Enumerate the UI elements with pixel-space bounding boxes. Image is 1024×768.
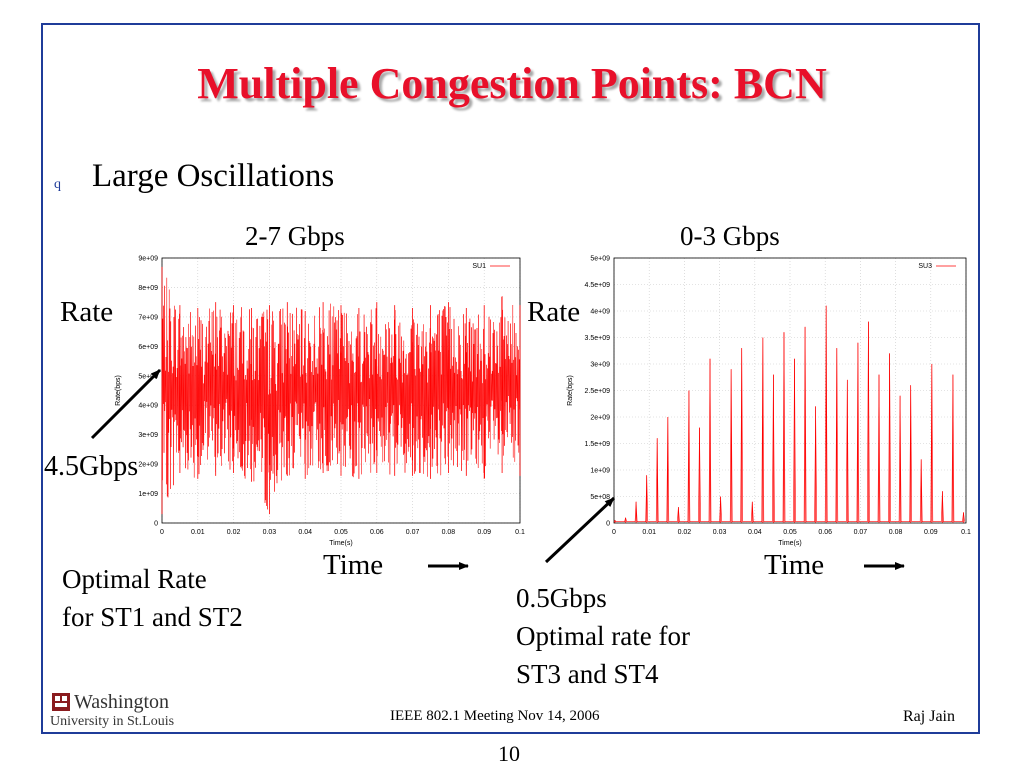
legend-label: SU1	[472, 263, 486, 270]
series-SU1	[161, 266, 521, 515]
arrow-right-optimal	[544, 496, 616, 564]
y-tick-label: 1.5e+09	[585, 441, 611, 448]
y-axis-label: Rate(bps)	[115, 375, 122, 406]
x-axis-label: Time(s)	[329, 540, 352, 547]
x-tick-label: 0.07	[854, 529, 868, 536]
page-number: 10	[498, 741, 520, 766]
y-tick-label: 2.5e+09	[585, 388, 611, 395]
left-optimal-marker: 4.5Gbps	[44, 451, 139, 482]
y-tick-label: 9e+09	[138, 256, 158, 263]
series-SU3	[613, 305, 965, 523]
y-tick-label: 3e+09	[590, 362, 610, 369]
y-tick-label: 6e+09	[138, 344, 158, 351]
x-tick-label: 0.08	[442, 529, 456, 536]
x-tick-label: 0.02	[227, 529, 241, 536]
series-line-SU3	[613, 305, 965, 523]
chart-left: 0 1e+09 2e+09 3e+09 4e+09 5e+09 6e+09 7e+09 8e+0…	[115, 256, 525, 548]
plot-frame	[613, 257, 967, 524]
legend-label: SU3	[918, 263, 932, 270]
logo-line1: Washington	[74, 691, 169, 713]
university-logo: Washington University in St.Louis	[50, 691, 174, 729]
slide-frame	[41, 23, 980, 734]
x-tick-label: 0.09	[477, 529, 491, 536]
x-tick-label: 0.03	[263, 529, 277, 536]
y-tick-label: 5e+09	[138, 373, 158, 380]
y-tick-label: 7e+09	[138, 314, 158, 321]
x-tick-label: 0.08	[889, 529, 903, 536]
right-rate-label: Rate	[527, 296, 581, 328]
bullet-marker: q	[54, 177, 61, 192]
y-tick-label: 3.5e+09	[585, 335, 611, 342]
y-tick-label: 1e+09	[590, 468, 610, 475]
x-tick-label: 0	[612, 529, 616, 536]
x-tick-label: 0.05	[783, 529, 797, 536]
right-note-line3: ST3 and ST4	[516, 659, 659, 689]
x-tick-label: 0.09	[924, 529, 938, 536]
left-note-line1: Optimal Rate	[62, 564, 207, 594]
right-range-label: 0-3 Gbps	[680, 221, 780, 251]
footer-author: Raj Jain	[903, 708, 955, 725]
arrow-left-optimal	[90, 368, 162, 440]
right-note-line1: 0.5Gbps	[516, 583, 607, 613]
x-tick-label: 0.04	[298, 529, 312, 536]
y-tick-label: 0	[606, 521, 610, 528]
y-tick-label: 4e+09	[138, 403, 158, 410]
x-tick-label: 0.06	[818, 529, 832, 536]
x-tick-label: 0.04	[748, 529, 762, 536]
y-tick-label: 8e+09	[138, 285, 158, 292]
y-axis-label: Rate(bps)	[567, 375, 574, 406]
x-tick-label: 0.03	[713, 529, 727, 536]
x-axis-label: Time(s)	[778, 540, 801, 547]
left-time-label: Time	[323, 549, 384, 581]
right-note-line2: Optimal rate for	[516, 621, 690, 651]
left-note-line2: for ST1 and ST2	[62, 602, 243, 632]
slide-title: Multiple Congestion Points: BCN	[197, 59, 827, 108]
right-time-label: Time	[764, 549, 825, 581]
y-tick-label: 4e+09	[590, 309, 610, 316]
x-tick-label: 0.05	[334, 529, 348, 536]
y-tick-label: 5e+08	[590, 494, 610, 501]
left-rate-label: Rate	[60, 296, 114, 328]
footer-meeting: IEEE 802.1 Meeting Nov 14, 2006	[390, 708, 600, 724]
x-tick-label: 0	[160, 529, 164, 536]
y-tick-label: 1e+09	[138, 491, 158, 498]
x-tick-label: 0.01	[642, 529, 656, 536]
x-tick-label: 0.06	[370, 529, 384, 536]
x-tick-label: 0.02	[678, 529, 692, 536]
logo-line2: University in St.Louis	[50, 714, 174, 729]
y-tick-label: 2e+09	[138, 462, 158, 469]
chart-right: 0 5e+08 1e+09 1.5e+09 2e+09 2.5e+09 3e+09 3.5e+…	[567, 256, 971, 548]
left-range-label: 2-7 Gbps	[245, 221, 345, 251]
y-tick-label: 2e+09	[590, 415, 610, 422]
y-tick-label: 5e+09	[590, 256, 610, 263]
y-tick-label: 4.5e+09	[585, 282, 611, 289]
y-tick-label: 3e+09	[138, 432, 158, 439]
x-tick-label: 0.1	[961, 529, 971, 536]
x-tick-label: 0.1	[515, 529, 525, 536]
y-tick-label: 0	[154, 521, 158, 528]
x-tick-label: 0.07	[406, 529, 420, 536]
x-tick-label: 0.01	[191, 529, 205, 536]
bullet-text: Large Oscillations	[92, 158, 335, 194]
